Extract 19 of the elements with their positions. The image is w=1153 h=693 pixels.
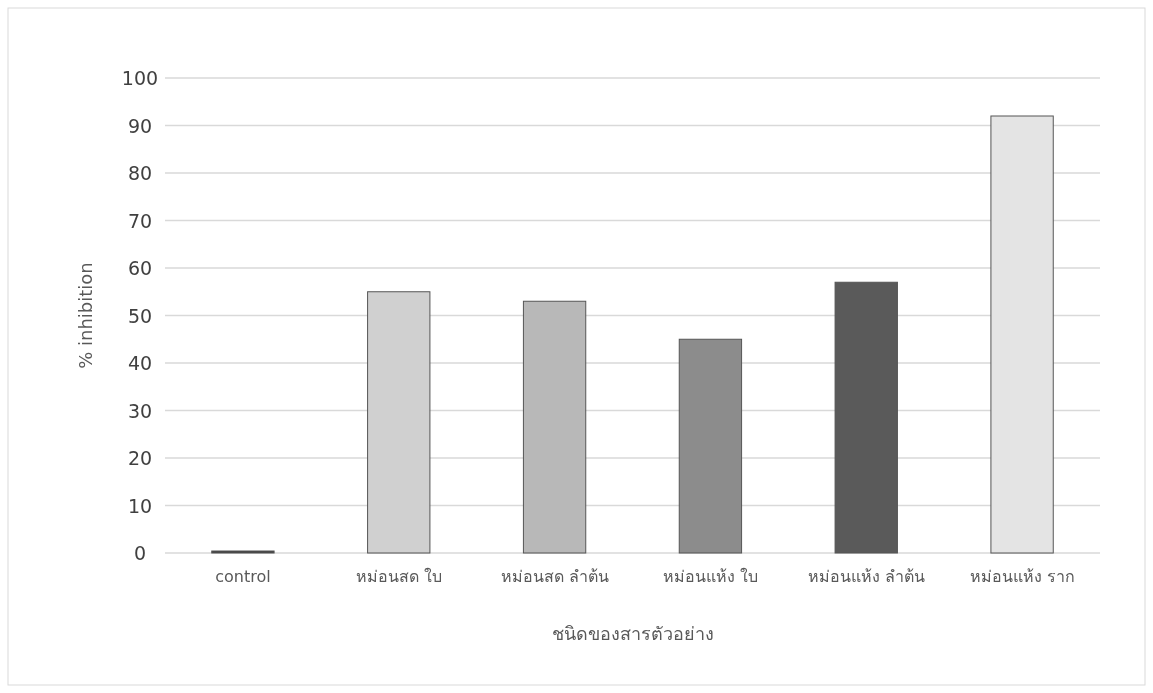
x-tick-label: หม่อนแห้ง ใบ [662,567,758,586]
x-tick-label: หม่อนสด ลำต้น [500,567,609,586]
x-tick-label: หม่อนแห้ง ลำต้น [807,567,925,586]
y-tick-label: 20 [127,447,153,469]
x-tick-label: หม่อนแห้ง ราก [969,567,1075,586]
y-tick-label: 100 [121,67,159,89]
y-tick-label: 70 [127,209,153,232]
y-tick-label: 0 [133,542,147,564]
y-tick-label: 60 [127,257,153,279]
y-tick-label: 10 [127,494,153,517]
y-axis-title: % inhibition [75,262,96,369]
x-tick-label: หม่อนสด ใบ [355,567,442,586]
y-tick-label: 40 [127,352,153,374]
y-tick-label: 50 [127,304,153,327]
x-tick-label: control [215,567,271,586]
y-tick-label: 90 [127,114,153,137]
x-axis-title: ชนิดของสารตัวอย่าง [551,623,714,644]
y-tick-label: 80 [127,162,153,184]
y-tick-label: 30 [127,399,153,422]
